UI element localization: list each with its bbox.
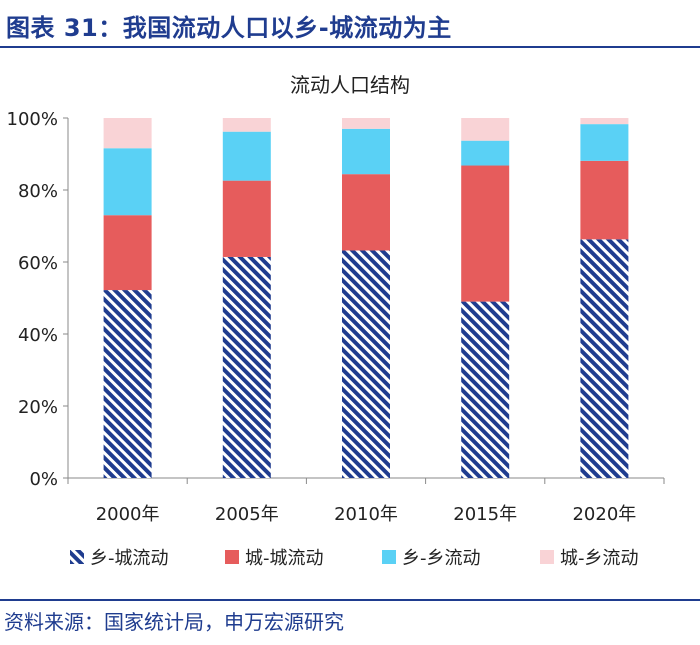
- bar-segment-series-4: [461, 118, 510, 141]
- legend-swatch: [540, 550, 554, 564]
- source-note: 资料来源：国家统计局，申万宏源研究: [4, 610, 344, 634]
- x-tick-label: 2015年: [453, 504, 517, 525]
- bar-segment-series-2: [103, 215, 152, 291]
- figure-title: 图表 31：我国流动人口以乡-城流动为主: [6, 14, 452, 42]
- bar-segment-series-3: [342, 128, 390, 175]
- legend-swatch: [225, 550, 239, 564]
- bar-segment-series-2: [580, 160, 629, 240]
- bar-segment-series-1: [103, 290, 152, 478]
- stacked-bar-chart: 流动人口结构 0% 20% 40% 60% 80% 100% 2000年 2005年 2010…: [7, 73, 665, 569]
- bar-segment-series-2: [342, 174, 390, 251]
- bars: [103, 118, 629, 478]
- x-axis: 2000年 2005年 2010年 2015年 2020年: [67, 477, 665, 525]
- x-tick-label: 2000年: [96, 504, 160, 525]
- bar-segment-series-1: [461, 301, 510, 478]
- legend-label: 城-城流动: [245, 548, 324, 569]
- y-tick-label: 20%: [18, 397, 58, 418]
- bar-segment-series-3: [222, 131, 271, 181]
- bar-segment-series-1: [222, 256, 271, 478]
- bar-segment-series-2: [461, 165, 510, 302]
- x-tick-label: 2005年: [215, 504, 279, 525]
- chart-title: 流动人口结构: [290, 73, 410, 97]
- x-tick-label: 2020年: [572, 504, 636, 525]
- bar-segment-series-4: [222, 118, 271, 132]
- footer-rule: [0, 599, 700, 601]
- legend-label: 乡-乡流动: [402, 548, 481, 569]
- legend-label: 城-乡流动: [560, 548, 639, 569]
- bar-segment-series-3: [103, 148, 152, 216]
- y-tick-label: 80%: [18, 181, 58, 202]
- y-tick-label: 100%: [7, 109, 58, 130]
- legend-swatch: [382, 550, 396, 564]
- bar-segment-series-4: [342, 118, 390, 129]
- legend: 乡-城流动 城-城流动 乡-乡流动 城-乡流动: [70, 548, 639, 569]
- title-rule: [0, 46, 700, 48]
- x-tick-label: 2010年: [334, 504, 398, 525]
- y-tick-label: 40%: [18, 325, 58, 346]
- legend-label: 乡-城流动: [90, 548, 169, 569]
- bar-segment-series-1: [580, 239, 629, 478]
- bar-segment-series-1: [342, 250, 390, 478]
- y-tick-label: 0%: [29, 469, 58, 490]
- bar-segment-series-4: [580, 118, 629, 125]
- bar-segment-series-2: [222, 180, 271, 257]
- y-axis: 0% 20% 40% 60% 80% 100%: [7, 109, 69, 490]
- bar-segment-series-4: [103, 118, 152, 149]
- legend-swatch: [70, 550, 84, 564]
- bar-segment-series-3: [461, 140, 510, 166]
- bar-segment-series-3: [580, 124, 629, 161]
- y-tick-label: 60%: [18, 253, 58, 274]
